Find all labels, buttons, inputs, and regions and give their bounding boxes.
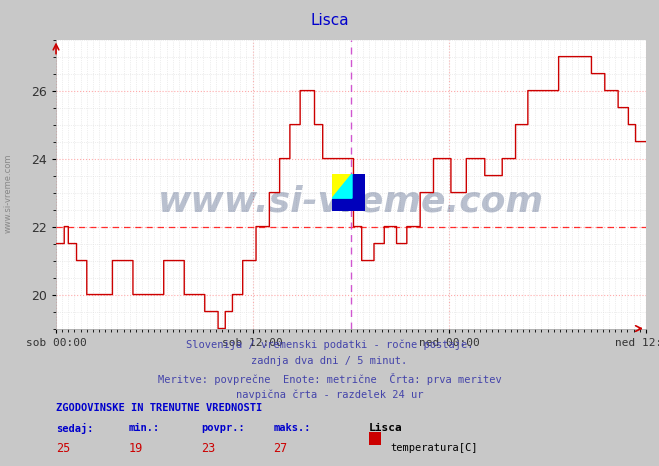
Text: Lisca: Lisca: [369, 423, 403, 432]
Text: Meritve: povprečne  Enote: metrične  Črta: prva meritev: Meritve: povprečne Enote: metrične Črta:…: [158, 373, 501, 385]
Polygon shape: [332, 174, 352, 198]
Text: www.si-vreme.com: www.si-vreme.com: [158, 185, 544, 219]
Text: 23: 23: [201, 442, 215, 455]
Text: min.:: min.:: [129, 423, 159, 432]
Text: 27: 27: [273, 442, 288, 455]
Text: 19: 19: [129, 442, 143, 455]
Text: Slovenija / vremenski podatki - ročne postaje.: Slovenija / vremenski podatki - ročne po…: [186, 339, 473, 350]
Text: navpična črta - razdelek 24 ur: navpična črta - razdelek 24 ur: [236, 390, 423, 400]
Text: 25: 25: [56, 442, 71, 455]
Text: temperatura[C]: temperatura[C]: [390, 443, 478, 453]
Text: maks.:: maks.:: [273, 423, 311, 432]
Text: zadnja dva dni / 5 minut.: zadnja dva dni / 5 minut.: [251, 356, 408, 366]
Text: sedaj:: sedaj:: [56, 423, 94, 434]
Text: Lisca: Lisca: [310, 14, 349, 28]
Text: povpr.:: povpr.:: [201, 423, 244, 432]
Polygon shape: [332, 174, 352, 198]
Text: ZGODOVINSKE IN TRENUTNE VREDNOSTI: ZGODOVINSKE IN TRENUTNE VREDNOSTI: [56, 403, 262, 413]
Text: www.si-vreme.com: www.si-vreme.com: [3, 154, 13, 233]
